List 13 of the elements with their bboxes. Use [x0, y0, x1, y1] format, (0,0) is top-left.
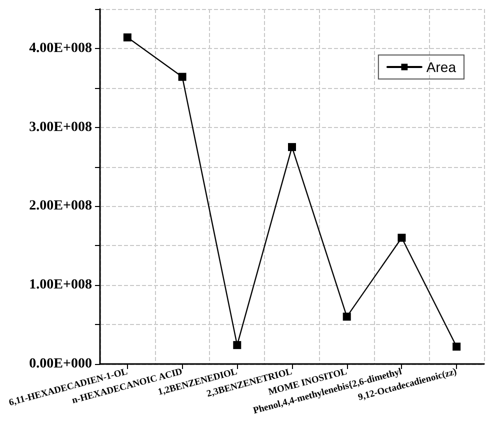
- point: [178, 72, 186, 81]
- point: [452, 342, 461, 351]
- point: [398, 234, 406, 242]
- y-tick-label: 2.00E+008: [29, 198, 92, 214]
- point: [233, 341, 242, 350]
- y-tick-label: 4.00E+008: [29, 40, 92, 56]
- point: [288, 143, 296, 152]
- y-tick-label: 3.00E+008: [29, 120, 92, 135]
- point: [342, 312, 351, 321]
- point: [123, 33, 132, 42]
- legend-label: Area: [426, 59, 456, 75]
- y-tick-label: 0.00E+000: [29, 356, 92, 372]
- y-tick-label: 1.00E+008: [29, 278, 92, 293]
